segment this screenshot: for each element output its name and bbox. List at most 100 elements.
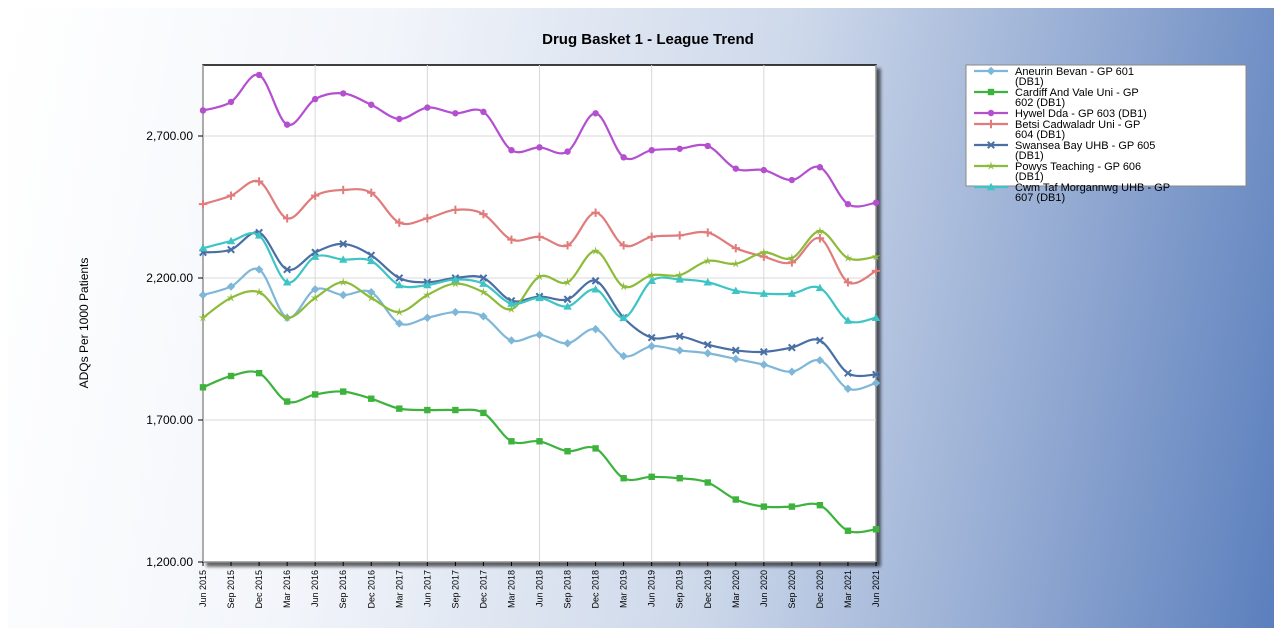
data-point [535,330,544,339]
data-point [987,141,995,149]
data-point [591,208,600,217]
series-group [198,71,881,534]
data-point [675,231,684,240]
data-point [423,214,432,223]
data-point [563,241,572,250]
data-point [255,71,263,79]
data-point [479,209,488,219]
data-point [787,289,797,297]
data-point [731,243,740,253]
data-point [563,339,572,348]
series-7 [198,231,881,324]
data-point [311,95,319,103]
x-tick-label: Mar 2021 [843,570,853,608]
legend-label: Cwm Taf Morgannwg UHB - GP 607 (DB1) [1015,182,1170,204]
data-point [310,285,320,294]
series-1 [198,265,881,393]
data-point [591,246,601,255]
data-point [986,119,996,129]
data-point [787,253,797,262]
data-point [844,527,852,534]
data-point [283,398,291,405]
x-tick-label: Dec 2019 [703,570,713,609]
data-point [676,145,683,152]
data-point [226,191,236,200]
data-point [871,252,881,261]
data-point [872,199,880,206]
data-point [987,109,995,117]
data-point [591,276,600,285]
x-tick-label: Dec 2020 [815,570,825,609]
x-tick-label: Dec 2015 [254,570,264,609]
data-point [564,148,571,155]
data-point [648,473,655,480]
y-tick-label: 1,200.00 [146,555,193,569]
data-point [507,235,516,244]
data-point [227,372,235,380]
x-tick-label: Jun 2017 [422,570,432,607]
data-point [423,313,432,322]
data-point [872,370,880,379]
data-point [254,287,264,297]
data-point [450,278,460,288]
data-point [226,293,236,302]
y-axis-ticks: 1,200.00 1,700.00 2,200.00 2,700.00 [146,129,203,569]
data-point [759,252,769,261]
legend-entry: Cardiff And Vale Uni - GP 602 (DB1) [974,87,1139,109]
data-point [479,274,488,282]
data-point [787,343,796,352]
data-point [198,243,208,252]
data-point [396,405,403,412]
legend-label: Betsi Cadwaladr Uni - GP 604 (DB1) [1015,119,1140,141]
data-point [340,90,347,97]
data-point [506,304,516,314]
data-point [367,288,376,297]
data-point [198,290,208,300]
data-point [675,346,684,355]
x-tick-label: Mar 2016 [282,570,292,608]
data-point [339,255,348,263]
data-point [339,240,348,248]
legend-label: Powys Teaching - GP 606 (DB1) [1015,161,1141,183]
data-point [199,384,207,391]
data-point [759,289,769,297]
data-point [339,290,348,300]
data-point [647,341,656,351]
data-point [843,316,853,324]
legend-label: Aneurin Bevan - GP 601 (DB1) [1015,66,1134,88]
data-point [199,107,207,114]
data-point [564,448,571,455]
data-point [815,356,825,365]
data-point [816,164,824,171]
data-point [987,88,995,96]
data-point [703,278,712,286]
data-point [563,302,572,310]
data-point [367,251,376,260]
data-point [226,236,236,245]
data-point [479,312,488,321]
data-point [367,188,376,197]
data-point [619,351,628,361]
data-point [844,200,852,208]
data-point [536,144,543,151]
y-tick-label: 1,700.00 [146,413,193,427]
data-point [843,253,853,262]
data-point [424,104,431,111]
data-point [311,391,319,398]
data-point [423,280,432,289]
data-point [254,231,264,239]
legend-entry: Hywel Dda - GP 603 (DB1) [974,108,1147,120]
legend-entry: Powys Teaching - GP 606 (DB1) [974,161,1141,183]
data-point [619,241,628,250]
data-point [675,270,685,279]
x-axis-ticks: Jun 2015 Sep 2015 Dec 2015 Mar 2016 Jun 2016… [198,562,881,609]
data-point [535,293,544,302]
data-point [787,258,797,267]
data-point [788,176,796,184]
data-point [367,256,376,265]
data-point [760,166,768,174]
data-point [396,115,403,123]
data-point [704,142,711,150]
data-point [254,265,264,274]
data-point [283,265,292,274]
